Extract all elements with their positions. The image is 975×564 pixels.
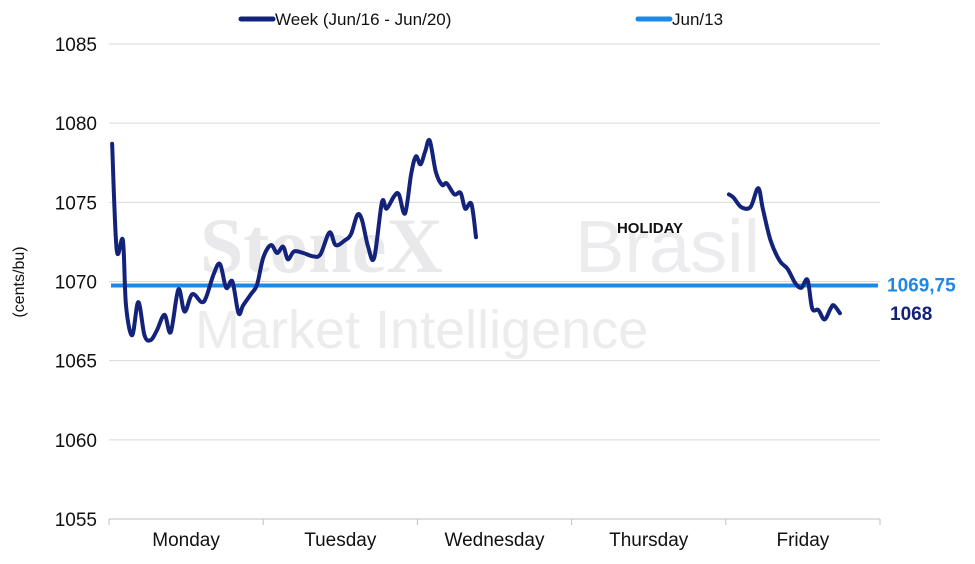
x-category-label-wednesday: Wednesday <box>445 530 545 551</box>
y-tick-label-1070: 1070 <box>55 273 97 294</box>
x-axis: Monday Tuesday Wednesday Thursday Friday <box>108 518 881 551</box>
reference-value-label: 1069,75 <box>887 275 956 296</box>
series-week-segment-0 <box>110 137 478 343</box>
legend-item-ref: Jun/13 <box>635 10 723 29</box>
legend: Week (Jun/16 - Jun/20) Jun/13 <box>238 10 723 29</box>
x-category-label-friday: Friday <box>777 530 830 551</box>
y-tick-label-1075: 1075 <box>55 193 97 214</box>
legend-label-ref: Jun/13 <box>672 10 723 29</box>
y-tick-label-1085: 1085 <box>55 35 97 56</box>
watermark-sub: Market Intelligence <box>195 300 648 360</box>
x-category-label-thursday: Thursday <box>609 530 689 551</box>
legend-item-week: Week (Jun/16 - Jun/20) <box>238 10 451 29</box>
y-axis-label: (cents/bu) <box>11 246 28 317</box>
watermark-brand2: Brasil <box>575 205 760 288</box>
y-tick-label-1055: 1055 <box>55 510 97 531</box>
y-tick-label-1080: 1080 <box>55 114 97 135</box>
series-week-segment-1 <box>726 186 842 322</box>
series-end-value-label: 1068 <box>890 304 932 325</box>
x-category-label-monday: Monday <box>152 530 220 551</box>
series-week-line <box>110 137 842 343</box>
x-category-label-tuesday: Tuesday <box>304 530 377 551</box>
y-axis: 1055 1060 1065 1070 1075 1080 1085 <box>55 35 97 531</box>
holiday-annotation: HOLIDAY <box>617 220 683 237</box>
watermark-brand: StoneX <box>200 202 443 289</box>
watermark: StoneX Brasil Market Intelligence <box>195 202 760 360</box>
legend-label-week: Week (Jun/16 - Jun/20) <box>275 10 451 29</box>
y-tick-label-1060: 1060 <box>55 431 97 452</box>
y-tick-label-1065: 1065 <box>55 352 97 373</box>
